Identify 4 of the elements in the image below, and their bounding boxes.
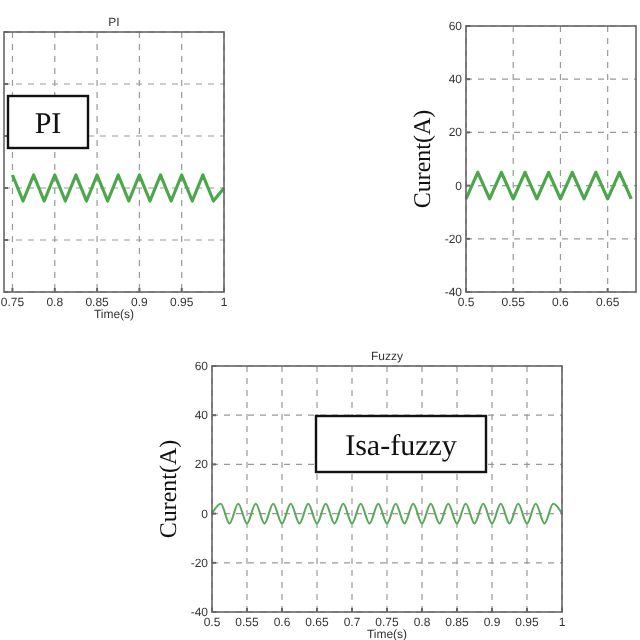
- y-axis-title: Curent(A): [408, 109, 436, 209]
- annotation: PI: [34, 108, 62, 141]
- y-axis-title: Curent(A): [154, 439, 182, 539]
- annotation: Isa-fuzzy: [345, 430, 458, 463]
